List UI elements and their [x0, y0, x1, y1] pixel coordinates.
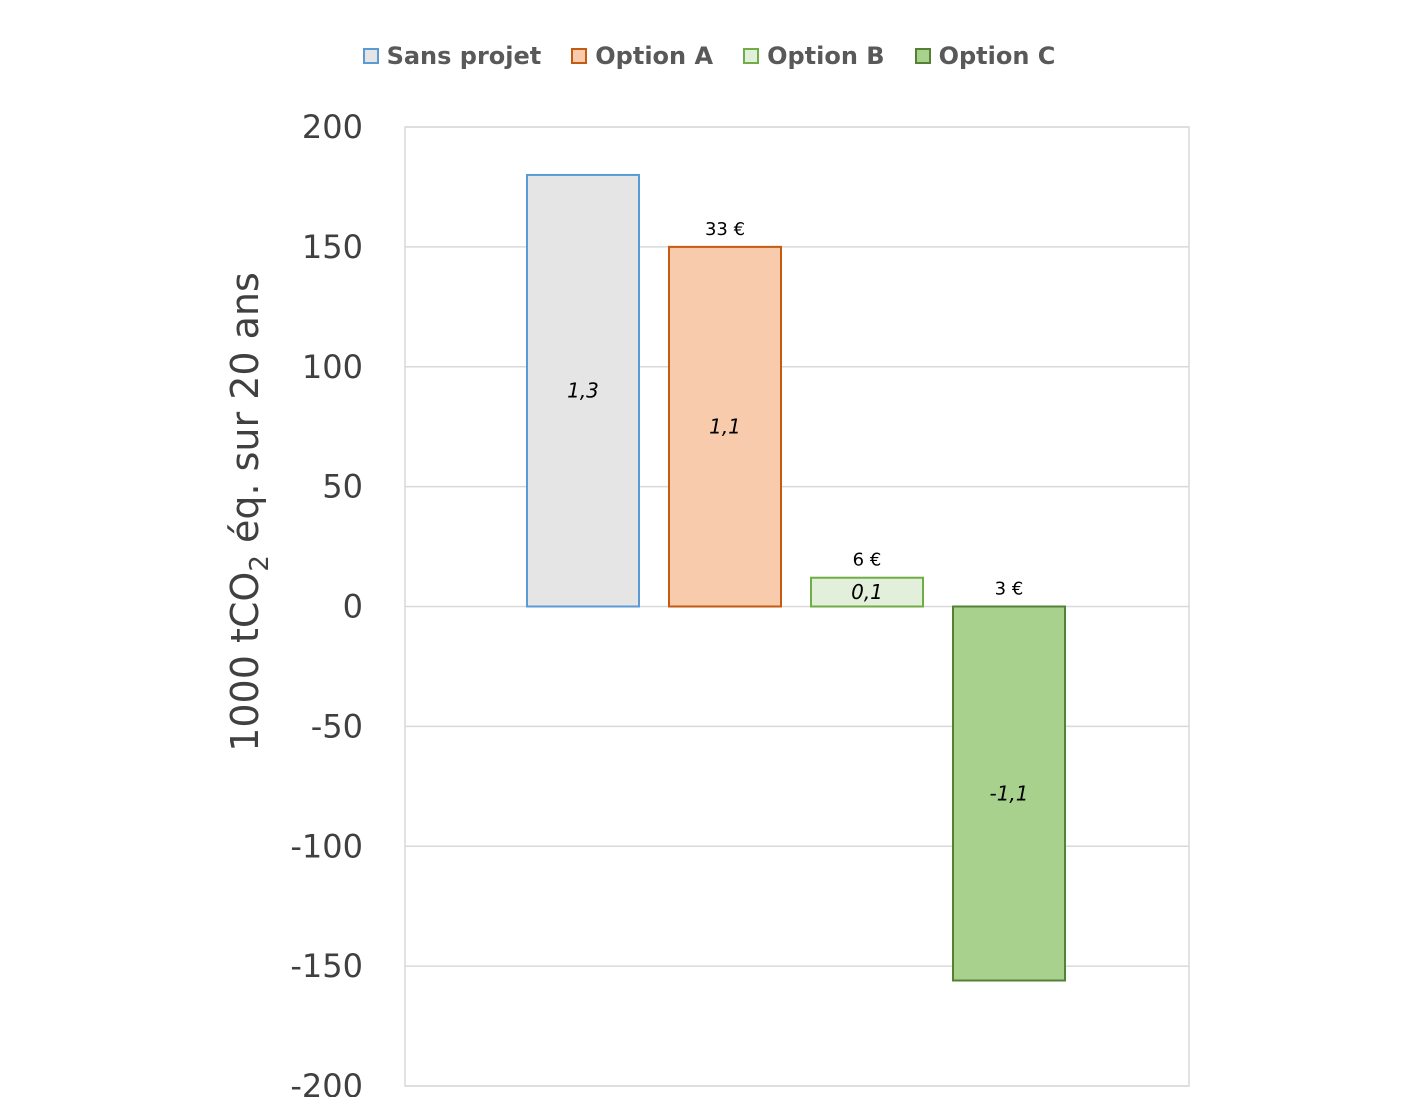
y-axis-label: 1000 tCO2 éq. sur 20 ans — [223, 272, 275, 752]
legend-swatch — [914, 48, 931, 64]
labels-layer: 1,3 1,1 33 € 0,1 6 € -1,1 3 € — [567, 219, 1028, 806]
legend-item: Sans projet — [362, 42, 542, 70]
y-tick-label: 150 — [302, 228, 363, 266]
legend-label: Option B — [767, 42, 885, 70]
bar-option-a — [668, 245, 782, 608]
legend-item: Option A — [571, 42, 713, 70]
legend-swatch — [571, 48, 588, 64]
y-tick-label: -100 — [290, 827, 363, 865]
bars-layer — [526, 173, 1066, 982]
y-axis-label-main: 1000 tCO — [223, 572, 267, 752]
legend-label: Sans projet — [386, 42, 542, 70]
legend-label: Option C — [938, 42, 1056, 70]
y-axis-label-rest: éq. sur 20 ans — [223, 272, 267, 555]
legend-swatch — [743, 48, 760, 64]
y-tick-label: -200 — [290, 1067, 363, 1097]
y-tick-label: 200 — [302, 108, 363, 146]
bar-value-label: -1,1 — [989, 782, 1028, 806]
grid-layer — [404, 126, 1190, 1087]
bar-cost-label: 6 € — [853, 550, 882, 571]
legend-swatch — [362, 48, 379, 64]
legend-label: Option A — [595, 42, 714, 70]
bar-cost-label: 33 € — [705, 219, 745, 240]
bar-value-label: 1,1 — [709, 415, 741, 439]
legend-item: Option C — [914, 42, 1056, 70]
y-tick-label: 0 — [343, 588, 363, 626]
bar-option-c — [952, 605, 1066, 982]
bar-sans-projet — [526, 173, 640, 608]
legend-item: Option B — [743, 42, 885, 70]
bar-cost-label: 3 € — [995, 579, 1024, 600]
legend: Sans projet Option A Option B Option C — [0, 42, 1418, 70]
bar-option-b — [810, 576, 924, 608]
y-axis-label-subscript: 2 — [245, 555, 275, 572]
bar-value-label: 1,3 — [567, 379, 599, 403]
y-axis: 200 150 100 50 0 -50 -100 -150 -200 — [290, 108, 363, 1102]
y-tick-label: -150 — [290, 947, 363, 985]
y-tick-label: -50 — [311, 707, 363, 745]
bar-value-label: 0,1 — [851, 580, 883, 604]
y-tick-label: 50 — [322, 468, 363, 506]
y-tick-label: 100 — [302, 348, 363, 386]
